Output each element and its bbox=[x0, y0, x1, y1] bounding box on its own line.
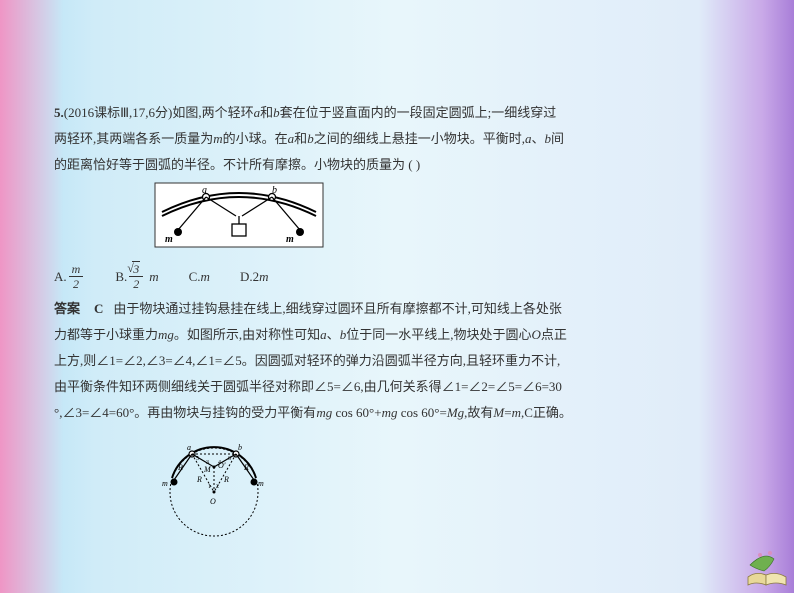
numerator: m bbox=[69, 263, 84, 277]
svg-text:b: b bbox=[272, 185, 277, 196]
svg-text:a: a bbox=[202, 185, 207, 196]
a-text: 位于同一水平线上,物块处于圆心 bbox=[346, 327, 531, 342]
a-text: 点正 bbox=[541, 327, 567, 342]
option-c: C.m bbox=[189, 264, 210, 290]
q-text: 间 bbox=[551, 131, 564, 146]
svg-text:m: m bbox=[286, 234, 294, 245]
svg-text:5: 5 bbox=[196, 456, 199, 462]
q-text: 的距离恰好等于圆弧的半径。不计所有摩擦。小物块的质量为 ( ) bbox=[54, 157, 420, 172]
options-row: A. m 2 B. 3 2 m C.m D.2m bbox=[54, 263, 740, 290]
a-text: cos 60°= bbox=[397, 405, 446, 420]
answer-label: 答案 bbox=[54, 301, 80, 316]
fraction: 3 2 bbox=[129, 263, 143, 290]
var-m: m bbox=[201, 264, 210, 290]
a-text: 。如图所示,由对称性可知 bbox=[174, 327, 320, 342]
q-text: 、 bbox=[531, 131, 544, 146]
a-text: ,故有 bbox=[464, 405, 493, 420]
svg-text:6: 6 bbox=[228, 456, 231, 462]
svg-text:1: 1 bbox=[208, 484, 211, 490]
question-block: 5.(2016课标Ⅲ,17,6分)如图,两个轻环a和b套在位于竖直面内的一段固定… bbox=[54, 100, 740, 178]
var-m: m bbox=[149, 264, 158, 290]
svg-text:R: R bbox=[196, 475, 202, 484]
a-text: 力都等于小球重力 bbox=[54, 327, 158, 342]
question-number: 5. bbox=[54, 105, 64, 120]
q-text: 的小球。在 bbox=[223, 131, 288, 146]
var-m: m bbox=[259, 264, 268, 290]
q-text: 之间的细线上悬挂一小物块。平衡时, bbox=[314, 131, 525, 146]
q-text: 如图,两个轻环 bbox=[172, 105, 253, 120]
svg-text:m: m bbox=[162, 479, 168, 488]
a-text: 由于物块通过挂钩悬挂在线上,细线穿过圆环且所有摩擦都不计,可知线上各处张 bbox=[113, 301, 562, 316]
svg-text:3: 3 bbox=[206, 460, 209, 466]
a-text: ,C正确。 bbox=[521, 405, 572, 420]
svg-text:m: m bbox=[258, 479, 264, 488]
option-label: C. bbox=[189, 264, 201, 290]
question-source: (2016课标Ⅲ,17,6分) bbox=[64, 105, 173, 120]
svg-text:a: a bbox=[187, 443, 191, 452]
var-m: m bbox=[213, 131, 222, 146]
svg-text:R: R bbox=[223, 475, 229, 484]
var-mg: mg bbox=[316, 405, 332, 420]
svg-text:O: O bbox=[210, 497, 216, 506]
question-diagram: a b m m bbox=[154, 182, 324, 248]
var-m: m bbox=[512, 405, 521, 420]
q-text: 套在位于竖直面内的一段固定圆弧上;一细线穿过 bbox=[280, 105, 557, 120]
svg-text:4: 4 bbox=[218, 460, 221, 466]
option-label: D.2 bbox=[240, 264, 259, 290]
q-text: 和 bbox=[260, 105, 273, 120]
option-a: A. m 2 bbox=[54, 263, 85, 290]
svg-text:2: 2 bbox=[216, 484, 219, 490]
eq: = bbox=[504, 405, 511, 420]
numerator: 3 bbox=[129, 263, 143, 277]
var-mg: mg bbox=[158, 327, 174, 342]
svg-text:M: M bbox=[203, 465, 212, 474]
q-text: 两轻环,其两端各系一质量为 bbox=[54, 131, 213, 146]
option-d: D.2m bbox=[240, 264, 269, 290]
a-text: °,∠3=∠4=60°。再由物块与挂钩的受力平衡有 bbox=[54, 405, 316, 420]
svg-text:R: R bbox=[177, 463, 183, 472]
answer-choice: C bbox=[94, 301, 103, 316]
fraction: m 2 bbox=[69, 263, 84, 290]
a-text: 上方,则∠1=∠2,∠3=∠4,∠1=∠5。因圆弧对轻环的弹力沿圆弧半径方向,且… bbox=[54, 353, 560, 368]
answer-block: 答案C由于物块通过挂钩悬挂在线上,细线穿过圆环且所有摩擦都不计,可知线上各处张 … bbox=[54, 296, 740, 426]
var-mg: mg bbox=[382, 405, 398, 420]
var-Mg: Mg bbox=[447, 405, 464, 420]
denominator: 2 bbox=[73, 277, 79, 290]
option-b: B. 3 2 m bbox=[115, 263, 158, 290]
var-O: O bbox=[531, 327, 540, 342]
option-label: A. bbox=[54, 264, 67, 290]
page-content: 5.(2016课标Ⅲ,17,6分)如图,两个轻环 a 和 b 套在位于竖直面内的一段固定… bbox=[54, 100, 740, 549]
svg-text:b: b bbox=[238, 443, 242, 452]
a-text: cos 60°+ bbox=[332, 405, 381, 420]
a-text: 、 bbox=[327, 327, 340, 342]
option-label: B. bbox=[115, 264, 127, 290]
book-decoration-icon bbox=[744, 547, 790, 589]
var-M: M bbox=[493, 405, 504, 420]
a-text: 由平衡条件知环两侧细线关于圆弧半径对称即∠5=∠6,由几何关系得∠1=∠2=∠5… bbox=[54, 379, 562, 394]
q-text: 和 bbox=[294, 131, 307, 146]
denominator: 2 bbox=[133, 277, 139, 290]
svg-text:m: m bbox=[165, 234, 173, 245]
answer-diagram: a b m m R R R R O O′ M 5 6 3 4 1 2 bbox=[154, 430, 274, 540]
svg-text:R: R bbox=[243, 463, 249, 472]
